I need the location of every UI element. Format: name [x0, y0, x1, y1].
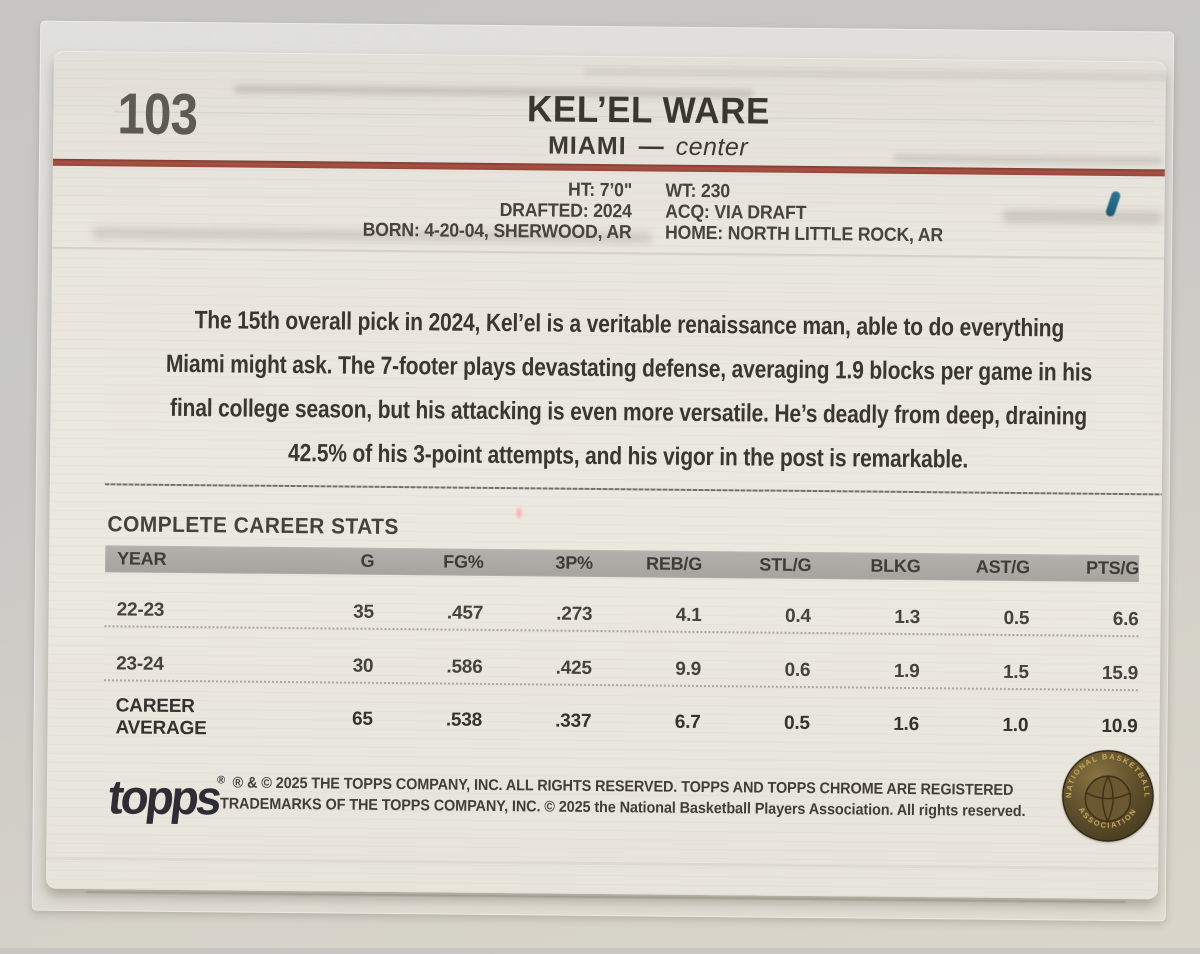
col-header-year: YEAR: [117, 548, 167, 569]
row-value: .586: [446, 656, 483, 678]
team-position-line: MIAMI — center: [520, 131, 776, 162]
section-divider: [104, 483, 1162, 496]
row-value: .273: [556, 603, 593, 625]
row-value: 6.6: [1112, 608, 1139, 631]
woodgrain-streak: [46, 856, 1159, 871]
row-value: 9.9: [675, 658, 702, 680]
row-value: 35: [353, 601, 374, 623]
row-value: 0.5: [1003, 607, 1030, 630]
row-value: 15.9: [1101, 662, 1139, 685]
bio-row: BORN: 4-20-04, SHERWOOD, AR HOME: NORTH …: [351, 220, 946, 247]
table-row: 23-24 30 .586 .425 9.9 0.6 1.9 1.5 15.9: [103, 649, 1139, 692]
row-year: CAREER AVERAGE: [115, 695, 207, 740]
player-name: KEL’EL WARE: [526, 88, 771, 132]
row-value: 1.3: [894, 606, 921, 629]
row-value: 0.6: [784, 659, 811, 682]
col-header-reb: REB/G: [645, 553, 703, 574]
card-number: 103: [117, 81, 198, 148]
team-divider: —: [638, 132, 664, 161]
career-average-row: CAREER AVERAGE 65 .538 .337 6.7 0.5 1.6 …: [104, 695, 1138, 739]
row-value: 1.9: [893, 660, 920, 683]
row-value: 65: [352, 708, 373, 730]
bio-home: HOME: NORTH LITTLE ROCK, AR: [664, 222, 944, 247]
row-value: 1.5: [1002, 661, 1029, 684]
blue-fiber-artifact: [1104, 190, 1122, 218]
col-header-ast: AST/G: [975, 556, 1030, 578]
bio-weight: WT: 230: [665, 180, 731, 203]
row-value: 6.7: [674, 711, 701, 733]
row-value: .425: [555, 657, 592, 679]
bio-drafted: DRAFTED: 2024: [499, 200, 632, 223]
accent-rule: [52, 158, 1165, 177]
bio-acquired: ACQ: VIA DRAFT: [665, 201, 807, 224]
col-header-blk: BLKG: [870, 555, 921, 577]
row-year: 22-23: [116, 599, 165, 621]
row-value: 0.4: [784, 605, 811, 628]
col-header-stl: STL/G: [759, 554, 812, 576]
blurb-line: 42.5% of his 3-point attempts, and his v…: [287, 439, 969, 474]
col-header-g: G: [360, 550, 375, 571]
trading-card-back: 103 KEL’EL WARE MIAMI — center HT: 7’0" WT…: [45, 50, 1166, 900]
row-value: 10.9: [1101, 715, 1138, 738]
copyright-block: ® & © 2025 THE TOPPS COMPANY, INC. ALL R…: [190, 772, 1056, 822]
red-dot-artifact: [514, 505, 524, 521]
row-value: 4.1: [675, 604, 702, 626]
bio-height: HT: 7’0": [567, 179, 633, 202]
row-value: 0.5: [783, 712, 810, 735]
card-header: KEL’EL WARE MIAMI — center: [520, 88, 776, 162]
nbpa-seal-icon: NATIONAL BASKETBALL ASSOCIATION: [1062, 750, 1154, 842]
col-header-3p: 3P%: [555, 552, 593, 573]
col-header-fg: FG%: [443, 551, 484, 572]
woodgrain-streak: [1002, 209, 1163, 225]
bio-born: BORN: 4-20-04, SHERWOOD, AR: [362, 219, 632, 244]
woodgrain-streak: [583, 67, 1166, 81]
table-header-row: YEAR G FG% 3P% REB/G STL/G BLKG AST/G PT…: [104, 545, 1140, 583]
woodgrain-streak: [52, 246, 1165, 260]
stats-title: COMPLETE CAREER STATS: [107, 511, 399, 540]
row-value: .337: [555, 710, 592, 732]
col-header-pts: PTS/G: [1085, 557, 1140, 579]
row-value: 1.0: [1002, 714, 1029, 737]
bio-block: HT: 7’0" WT: 230 DRAFTED: 2024 ACQ: VIA …: [328, 177, 969, 247]
woodgrain-streak: [892, 153, 1164, 166]
player-position: center: [675, 132, 749, 162]
player-blurb: The 15th overall pick in 2024, Kel’el is…: [77, 297, 1166, 484]
team-name: MIAMI: [547, 131, 627, 160]
row-value: 1.6: [893, 713, 920, 736]
row-value: .538: [445, 709, 483, 731]
row-value: 30: [352, 655, 374, 677]
row-year: 23-24: [116, 653, 164, 675]
table-row: 22-23 35 .457 .273 4.1 0.4 1.3 0.5 6.6: [104, 595, 1139, 638]
row-value: .457: [446, 602, 484, 624]
career-stats-table: YEAR G FG% 3P% REB/G STL/G BLKG AST/G PT…: [103, 545, 1140, 739]
